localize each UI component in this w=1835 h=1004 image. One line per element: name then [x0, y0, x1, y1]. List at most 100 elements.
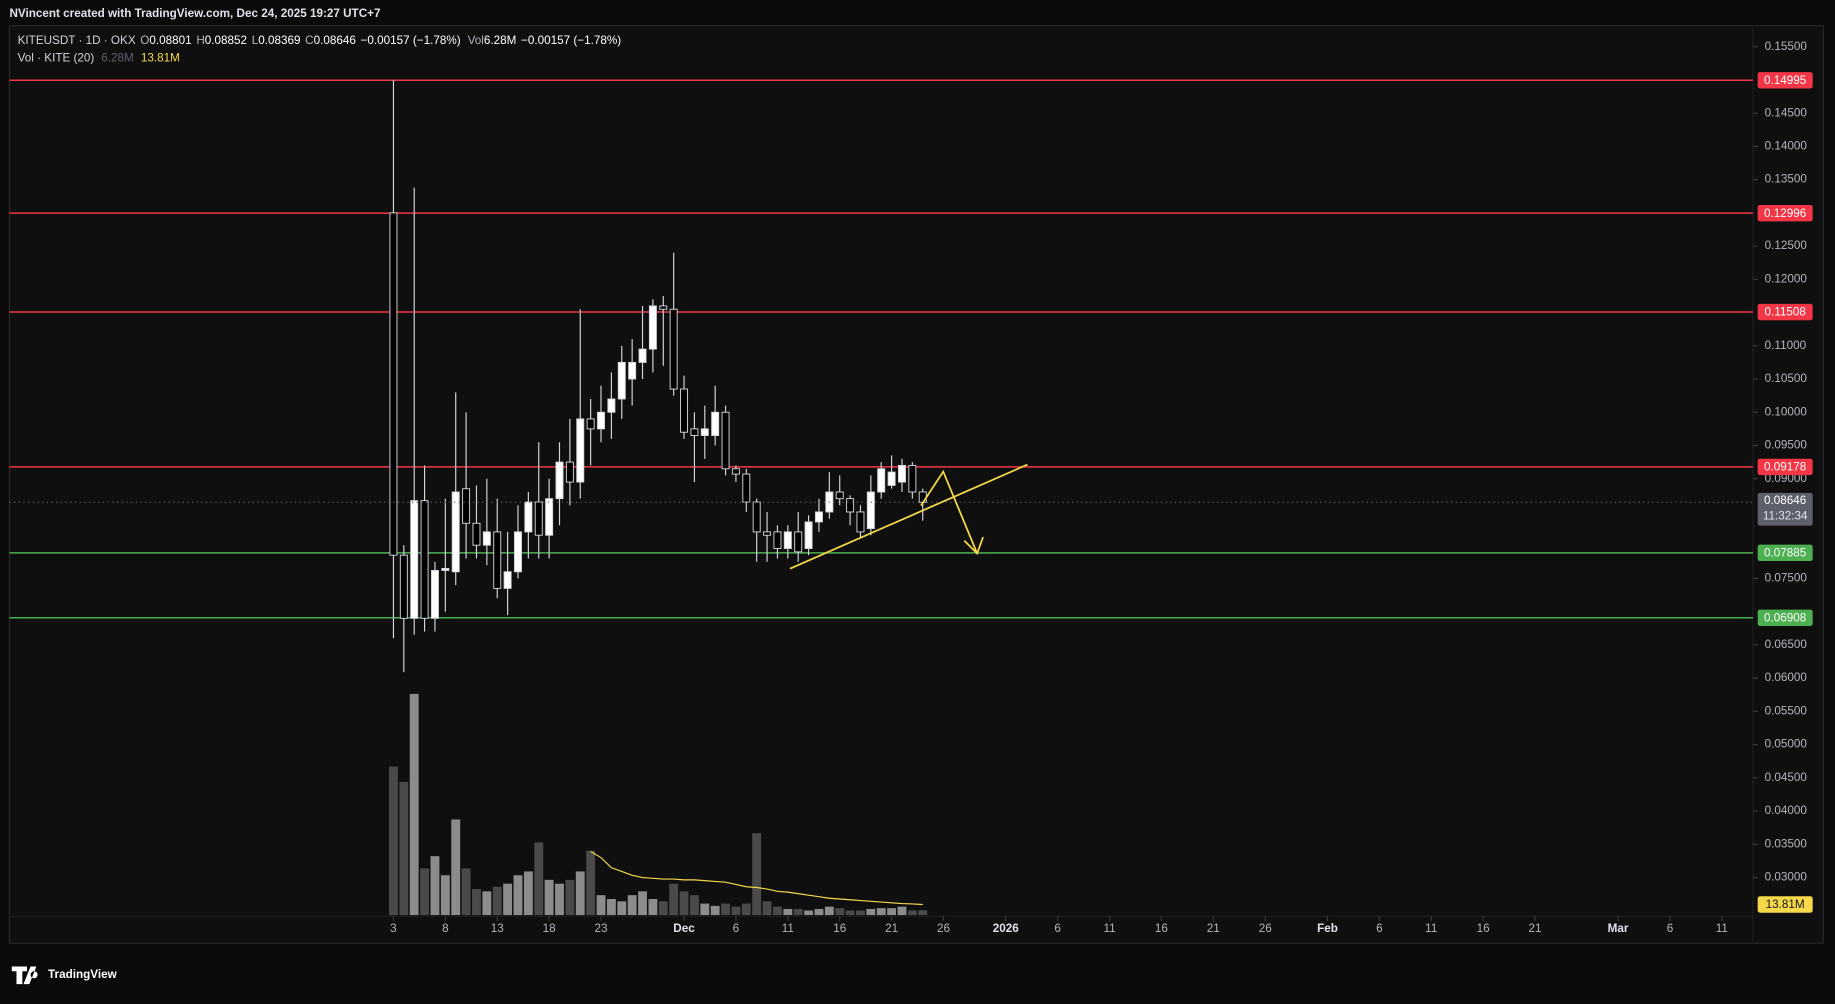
- volume-bar: [409, 693, 419, 916]
- x-tick-label: 8: [442, 922, 449, 935]
- legend-key: L: [252, 34, 259, 47]
- volume-bar: [586, 850, 596, 916]
- volume-bar: [627, 895, 637, 916]
- volume-bar: [710, 905, 720, 916]
- y-tick-label: 0.12000: [1765, 272, 1808, 285]
- x-tick-label: 2026: [993, 922, 1020, 935]
- level-label-box: [1757, 544, 1813, 562]
- y-tick-label: 0.07500: [1765, 572, 1808, 585]
- volume-bar: [824, 906, 834, 916]
- candle-body: [700, 428, 709, 436]
- candle-body: [711, 411, 720, 436]
- volume-bar: [721, 903, 730, 916]
- level-label-box: [1757, 609, 1813, 626]
- candle-body: [763, 531, 772, 536]
- volume-bar: [835, 908, 845, 916]
- footer-brand: TradingView: [48, 968, 118, 981]
- candle-body: [482, 531, 491, 546]
- x-tick-label: 11: [1716, 922, 1728, 935]
- volume-bar: [472, 889, 481, 916]
- candle-body: [617, 361, 626, 400]
- x-tick-label: 6: [1376, 922, 1383, 935]
- volume-bar: [617, 901, 627, 916]
- candle-body: [514, 531, 522, 573]
- level-label: 0.09178: [1764, 461, 1806, 474]
- candle-body: [493, 531, 502, 589]
- legend-value: 0.08646: [314, 34, 356, 47]
- y-tick-label: 0.15500: [1765, 40, 1808, 53]
- volume-bar: [606, 898, 616, 916]
- y-tick-label: 0.03000: [1765, 871, 1808, 884]
- volume-bar: [482, 891, 492, 916]
- x-tick-label: 11: [1103, 922, 1115, 935]
- y-tick-label: 0.05500: [1765, 704, 1808, 717]
- volume-bar: [440, 875, 450, 916]
- last-price-label: 0.08646: [1764, 494, 1806, 507]
- x-tick-label: 16: [833, 922, 846, 935]
- candle-body: [503, 571, 512, 589]
- level-label-box: [1757, 458, 1813, 476]
- legend-change: −0.00157 (−1.78%): [361, 34, 461, 47]
- volume-bar: [762, 901, 772, 916]
- volume-bar: [638, 891, 647, 916]
- legend-line: Vol · KITE (20) 6.28M 13.81M: [18, 52, 180, 65]
- volume-ma-line: [590, 851, 923, 906]
- legend-key: H: [196, 34, 204, 47]
- volume-bar: [544, 879, 554, 916]
- x-tick-label: 16: [1477, 922, 1490, 935]
- legend-value: 0.08369: [258, 34, 300, 47]
- candle-body: [534, 501, 543, 536]
- level-label-box: [1757, 303, 1813, 321]
- x-tick-label: 26: [1259, 922, 1272, 935]
- logo-icon: [11, 966, 38, 985]
- x-tick-label: Mar: [1608, 922, 1629, 935]
- y-tick-label: 0.14000: [1765, 140, 1808, 153]
- candle-body: [420, 500, 429, 619]
- candle-body: [846, 498, 855, 513]
- x-tick-label: 26: [937, 922, 950, 935]
- y-tick-label: 0.12500: [1765, 239, 1808, 252]
- candle-body: [628, 361, 637, 380]
- candle-body: [451, 491, 460, 573]
- candle-body: [430, 569, 439, 619]
- legend-value: 0.08852: [205, 34, 247, 47]
- trendline: [789, 463, 1028, 570]
- candle-body: [804, 521, 813, 549]
- candle-body: [898, 464, 906, 483]
- candle-body: [524, 501, 533, 533]
- candle-body: [389, 212, 398, 556]
- volume-bar: [430, 856, 440, 916]
- y-tick-label: 0.10500: [1765, 372, 1808, 385]
- candle-body: [887, 471, 896, 486]
- volume-bar: [534, 842, 544, 916]
- volume-bar: [689, 895, 699, 916]
- x-tick-label: 11: [782, 922, 794, 935]
- y-tick-label: 0.06000: [1765, 671, 1808, 684]
- volume-ma-box: [1757, 896, 1813, 913]
- volume-bar: [669, 883, 679, 916]
- volume-bar: [399, 781, 409, 916]
- x-tick-label: 3: [390, 922, 397, 935]
- legend-volume: 6.28M: [101, 52, 133, 65]
- y-tick-label: 0.03500: [1765, 837, 1808, 850]
- x-tick-label: 6: [1667, 922, 1674, 935]
- volume-bar: [575, 871, 585, 916]
- countdown-label: 11:32:34: [1763, 509, 1808, 522]
- volume-bar: [887, 908, 897, 916]
- volume-bar: [814, 908, 824, 916]
- candle-body: [731, 468, 740, 475]
- volume-bar: [565, 879, 575, 916]
- candle-body: [545, 498, 554, 536]
- level-label: 0.07885: [1764, 547, 1807, 560]
- level-label: 0.12996: [1764, 207, 1806, 220]
- level-label: 0.14995: [1764, 74, 1807, 87]
- candle-body: [597, 411, 605, 430]
- legend-key: Vol: [468, 34, 484, 47]
- candle-body: [648, 305, 657, 350]
- volume-bar: [420, 868, 430, 916]
- candle-body: [565, 461, 574, 483]
- legend-indicator: Vol · KITE (20): [18, 52, 95, 65]
- volume-bar: [918, 910, 928, 916]
- volume-bar: [752, 833, 762, 916]
- legend-key: C: [305, 34, 313, 47]
